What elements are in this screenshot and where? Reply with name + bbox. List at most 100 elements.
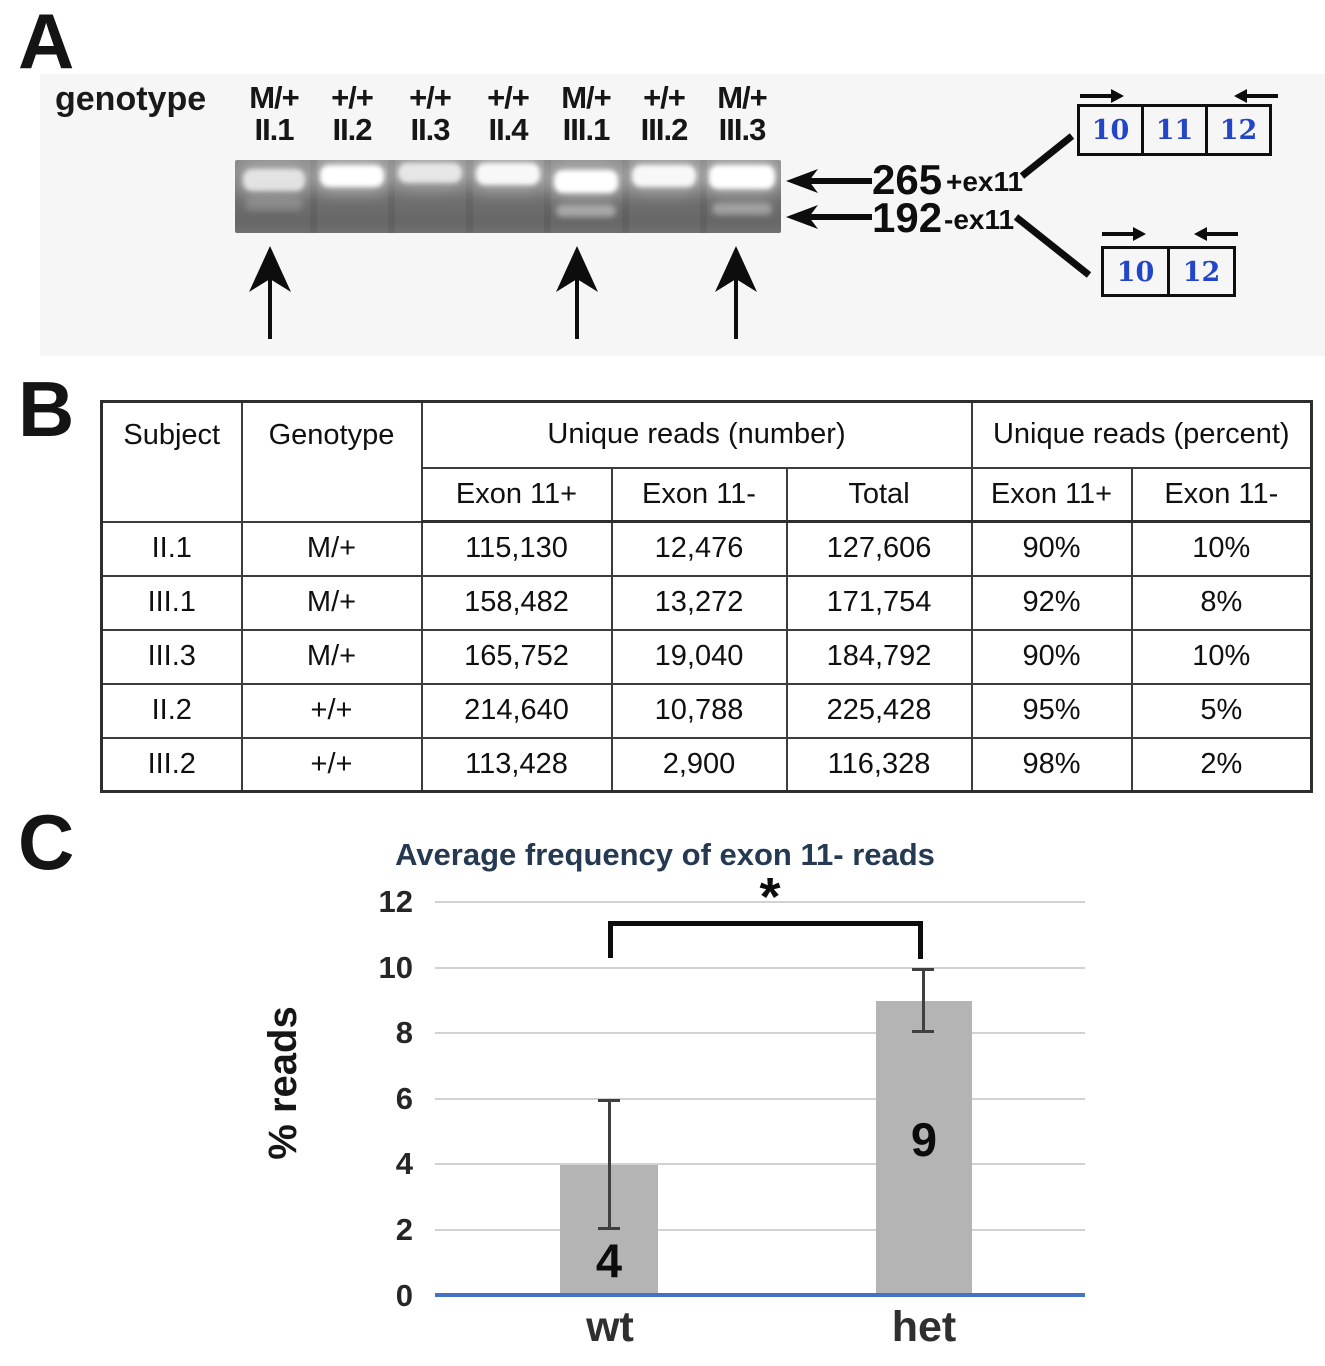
- panel-a-label: A: [18, 0, 74, 85]
- cell-exon11minus: 12,476: [610, 520, 788, 577]
- subheader-exon11plus-pct: Exon 11+: [970, 466, 1133, 523]
- carrier-up-arrow-icon: [556, 246, 598, 339]
- cell-pct-minus: 8%: [1130, 574, 1313, 631]
- gel-band-265: [554, 170, 618, 193]
- lane-id: II.3: [410, 112, 450, 147]
- exon-diagram-skipped: 10 12: [1101, 246, 1236, 297]
- y-axis-title: % reads: [261, 1006, 305, 1160]
- lane-genotype: +/+: [331, 80, 374, 115]
- error-cap: [912, 1030, 934, 1034]
- band-size-265: 265: [872, 156, 943, 203]
- cell-subject: II.2: [100, 682, 243, 739]
- x-axis-line: [435, 1293, 1085, 1297]
- gel-band-192: [712, 203, 772, 215]
- cell-genotype: M/+: [240, 628, 423, 685]
- lane-genotype: M/+: [561, 80, 612, 115]
- chart-title: Average frequency of exon 11- reads: [395, 837, 935, 872]
- significance-bracket: [608, 921, 923, 926]
- cell-genotype: M/+: [240, 574, 423, 631]
- lane-genotype: M/+: [717, 80, 768, 115]
- gridline-6: [435, 1098, 1085, 1100]
- gel-lane-gap: [388, 160, 395, 233]
- significance-bracket-right: [918, 921, 923, 959]
- primer-forward-arrow-icon: [1080, 89, 1124, 103]
- gridline-10: [435, 967, 1085, 969]
- primer-reverse-arrow-icon: [1234, 89, 1278, 103]
- col-header-genotype: Genotype: [240, 400, 423, 523]
- unique-reads-table: Subject Genotype Unique reads (number) U…: [100, 400, 1314, 793]
- carrier-up-arrow-icon: [249, 246, 291, 339]
- error-bar-wt: [598, 1099, 620, 1231]
- lane-genotype: M/+: [249, 80, 300, 115]
- x-category-wt: wt: [586, 1303, 634, 1351]
- significance-asterisk: *: [759, 867, 781, 927]
- gel-band-265: [476, 163, 540, 185]
- cell-exon11minus: 13,272: [610, 574, 788, 631]
- gridline-2: [435, 1229, 1085, 1231]
- exon-box-10: 10: [1077, 104, 1144, 156]
- cell-subject: II.1: [100, 520, 243, 577]
- bar-het: [876, 1000, 972, 1296]
- cell-pct-minus: 10%: [1130, 628, 1313, 685]
- gel-band-192: [245, 198, 303, 211]
- gel-band-265: [243, 169, 305, 191]
- lane-id: II.1: [254, 112, 294, 147]
- band-size-192: 192: [872, 194, 943, 241]
- lane-id: II.4: [488, 112, 528, 147]
- gridline-8: [435, 1032, 1085, 1034]
- lane-id: II.2: [332, 112, 372, 147]
- bar-value-het: 9: [910, 1113, 938, 1166]
- left-arrow-192-icon: [786, 205, 872, 229]
- cell-exon11plus: 115,130: [420, 520, 613, 577]
- exon-box-12: 12: [1167, 246, 1236, 297]
- x-category-het: het: [891, 1303, 957, 1351]
- exon-box-12: 12: [1205, 104, 1272, 156]
- y-tick: 4: [395, 1146, 413, 1181]
- lane-genotype: +/+: [643, 80, 686, 115]
- panel-c-label: C: [18, 798, 74, 886]
- exon-diagram-full: 10 11 12: [1077, 104, 1272, 156]
- cell-genotype: M/+: [240, 520, 423, 577]
- cell-exon11plus: 214,640: [420, 682, 613, 739]
- cell-subject: III.3: [100, 628, 243, 685]
- gel-lane-gap: [622, 160, 629, 233]
- connector-line-plus-ex11: [1019, 133, 1075, 179]
- table-row: II.2 +/+ 214,640 10,788 225,428 95% 5%: [100, 682, 1313, 739]
- gel-lane-gap: [466, 160, 473, 233]
- gridline-12: [435, 901, 1085, 903]
- group-header-number: Unique reads (number): [420, 400, 973, 469]
- cell-genotype: +/+: [240, 682, 423, 739]
- error-cap: [598, 1227, 620, 1231]
- subheader-total: Total: [785, 466, 973, 523]
- group-header-percent: Unique reads (percent): [970, 400, 1313, 469]
- error-bar-het: [912, 967, 934, 1034]
- subheader-exon11minus-pct: Exon 11-: [1130, 466, 1313, 523]
- gel-lane-gap: [310, 160, 317, 233]
- band-tag-plus-ex11: +ex11: [946, 166, 1024, 197]
- cell-exon11minus: 2,900: [610, 736, 788, 793]
- col-header-subject: Subject: [100, 400, 243, 523]
- table-row: II.1 M/+ 115,130 12,476 127,606 90% 10%: [100, 520, 1313, 577]
- bar-value-wt: 4: [595, 1234, 623, 1287]
- cell-pct-minus: 2%: [1130, 736, 1313, 793]
- gel-band-265: [709, 165, 775, 189]
- gel-band-265: [320, 165, 384, 187]
- y-tick: 10: [378, 950, 413, 985]
- exon-box-10: 10: [1101, 246, 1170, 297]
- table-row: III.2 +/+ 113,428 2,900 116,328 98% 2%: [100, 736, 1313, 793]
- cell-pct-plus: 92%: [970, 574, 1133, 631]
- cell-pct-minus: 10%: [1130, 520, 1313, 577]
- panel-b-label: B: [18, 365, 74, 453]
- lane-genotype: +/+: [409, 80, 452, 115]
- cell-subject: III.1: [100, 574, 243, 631]
- cell-pct-minus: 5%: [1130, 682, 1313, 739]
- left-arrow-265-icon: [786, 169, 872, 193]
- subheader-exon11plus: Exon 11+: [420, 466, 613, 523]
- error-line: [607, 1099, 611, 1231]
- gel-image: [235, 160, 781, 233]
- gel-band-192: [556, 205, 616, 217]
- y-tick: 0: [395, 1278, 413, 1313]
- y-tick: 2: [395, 1212, 413, 1247]
- band-tag-minus-ex11: -ex11: [944, 204, 1015, 235]
